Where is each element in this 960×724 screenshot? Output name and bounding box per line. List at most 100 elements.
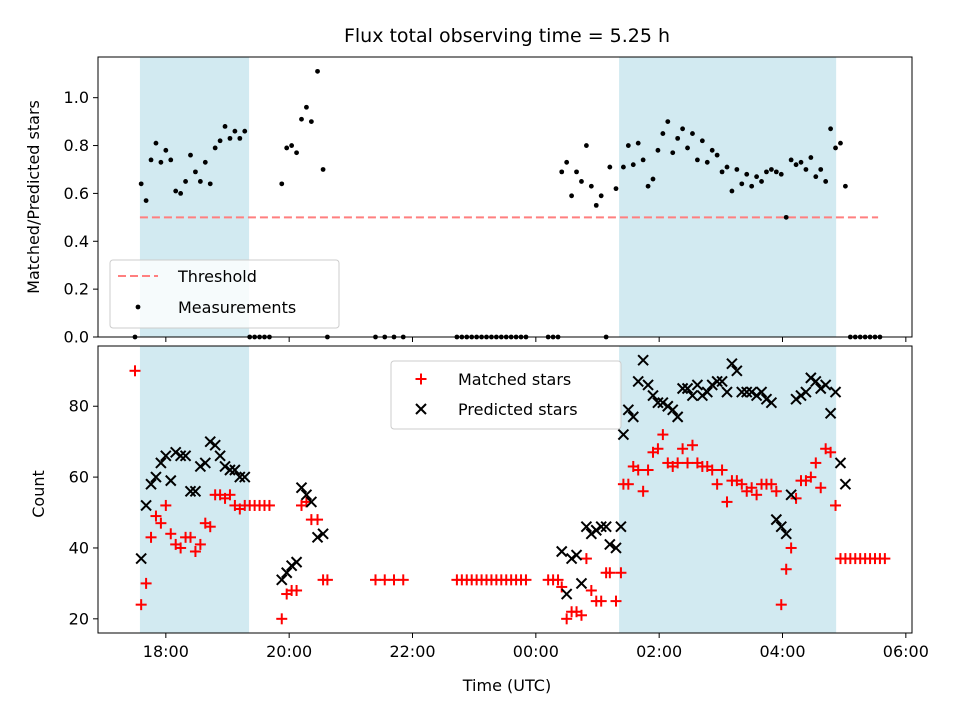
measurement-point bbox=[793, 162, 799, 168]
measurement-point bbox=[660, 131, 666, 136]
predicted-star-point bbox=[627, 411, 639, 423]
predicted-star-point bbox=[140, 499, 152, 512]
matched-star-point bbox=[682, 457, 694, 469]
predicted-star-point bbox=[234, 471, 246, 483]
chart-title: Flux total observing time = 5.25 h bbox=[344, 25, 670, 47]
top-shade-1 bbox=[619, 57, 837, 337]
predicted-star-point-b bbox=[229, 464, 241, 476]
predicted-star-point bbox=[165, 474, 177, 487]
legend-predicted-marker-b bbox=[415, 403, 427, 415]
measurement-point bbox=[773, 169, 779, 175]
predicted-star-point-b bbox=[575, 577, 588, 590]
measurement-point bbox=[569, 193, 574, 199]
matched-star-point bbox=[263, 499, 275, 511]
predicted-star-point-b bbox=[174, 450, 187, 462]
matched-star-point bbox=[805, 471, 817, 483]
matched-star-point bbox=[810, 457, 822, 469]
predicted-star-point bbox=[810, 375, 822, 388]
predicted-star-point bbox=[726, 358, 738, 370]
matched-star-point bbox=[397, 574, 409, 586]
predicted-star-point bbox=[556, 545, 568, 558]
predicted-star-point-b bbox=[755, 386, 768, 398]
matched-star-point bbox=[830, 499, 842, 511]
measurement-point bbox=[843, 183, 848, 189]
predicted-star-point-b bbox=[600, 520, 612, 533]
matched-star-point bbox=[770, 485, 782, 497]
matched-star-point bbox=[312, 514, 324, 526]
predicted-star-point bbox=[716, 375, 728, 388]
matched-star-point bbox=[637, 485, 649, 497]
predicted-star-point bbox=[775, 520, 787, 533]
measurement-point bbox=[645, 183, 651, 189]
predicted-star-point-b bbox=[627, 411, 639, 423]
bottom-axes: 20 40 60 80 18:00 20:00 22:00 00:00 02:00 04:00 06… bbox=[69, 345, 929, 661]
predicted-star-point bbox=[800, 386, 812, 398]
predicted-star-point-b bbox=[810, 375, 822, 388]
matched-star-point bbox=[595, 595, 607, 607]
measurement-point bbox=[279, 181, 285, 187]
top-series bbox=[132, 68, 883, 340]
measurement-point bbox=[754, 174, 759, 180]
measurement-point bbox=[158, 159, 164, 165]
predicted-star-point bbox=[560, 588, 573, 600]
predicted-star-point-b bbox=[280, 567, 293, 579]
measurement-point bbox=[734, 167, 740, 172]
measurement-point bbox=[237, 135, 243, 141]
predicted-star-point-b bbox=[647, 389, 659, 402]
predicted-star-point bbox=[199, 457, 212, 469]
matched-star-point bbox=[677, 443, 689, 455]
bottom-xtick-label: 20:00 bbox=[266, 642, 312, 661]
measurement-point bbox=[729, 188, 735, 194]
bottom-xtick-label: 02:00 bbox=[636, 642, 682, 661]
predicted-star-point-b bbox=[150, 471, 162, 483]
matched-star-point bbox=[610, 595, 622, 607]
matched-star-point bbox=[657, 429, 669, 441]
predicted-star-point-b bbox=[189, 485, 202, 497]
top-axes: 0.0 0.2 0.4 0.6 0.8 1.0 bbox=[64, 56, 913, 347]
legend-predicted-marker bbox=[415, 403, 427, 415]
predicted-star-point-b bbox=[824, 407, 837, 420]
matched-star-point bbox=[879, 553, 891, 565]
predicted-star-point bbox=[184, 485, 197, 497]
predicted-star-point bbox=[580, 520, 593, 533]
predicted-star-point-b bbox=[295, 482, 308, 494]
predicted-star-point-b bbox=[160, 450, 172, 462]
matched-star-point bbox=[604, 567, 616, 579]
matched-star-point bbox=[520, 574, 532, 586]
predicted-star-point bbox=[829, 386, 842, 398]
predicted-star-point bbox=[701, 386, 713, 398]
bottom-xtick-label: 00:00 bbox=[513, 642, 559, 661]
bottom-xtick-label: 04:00 bbox=[759, 642, 805, 661]
predicted-star-point bbox=[785, 489, 797, 501]
predicted-star-point bbox=[295, 482, 308, 494]
measurement-point bbox=[685, 145, 690, 151]
predicted-star-point-b bbox=[736, 386, 748, 398]
measurement-point bbox=[607, 164, 613, 170]
matched-star-point bbox=[622, 478, 634, 490]
matched-star-point bbox=[785, 542, 797, 554]
bottom-xtick-label: 18:00 bbox=[143, 642, 189, 661]
measurement-point bbox=[695, 157, 700, 163]
top-ytick-label: 0.4 bbox=[64, 232, 89, 251]
predicted-star-point-b bbox=[765, 396, 778, 409]
predicted-star-point-b bbox=[667, 404, 679, 416]
top-panel: 0.0 0.2 0.4 0.6 0.8 1.0 Matched/Predicted sta… bbox=[24, 56, 913, 347]
predicted-star-point-b bbox=[595, 520, 607, 533]
measurement-point bbox=[598, 193, 604, 199]
predicted-star-point-b bbox=[290, 556, 303, 568]
predicted-star-point bbox=[755, 386, 768, 398]
matched-star-point bbox=[780, 563, 792, 575]
matched-star-point bbox=[388, 574, 400, 586]
legend-predicted-swatch bbox=[415, 403, 427, 415]
measurement-point bbox=[143, 198, 149, 203]
predicted-star-point bbox=[214, 450, 226, 462]
predicted-star-point-b bbox=[676, 382, 689, 395]
legend-matched-marker bbox=[415, 373, 427, 385]
predicted-star-point-b bbox=[224, 464, 236, 476]
measurement-point bbox=[217, 138, 223, 144]
measurement-point bbox=[625, 143, 631, 148]
predicted-star-point bbox=[834, 457, 847, 469]
measurement-point bbox=[665, 119, 671, 125]
bottom-xtick-label: 22:00 bbox=[389, 642, 435, 661]
matched-star-point bbox=[194, 538, 206, 550]
